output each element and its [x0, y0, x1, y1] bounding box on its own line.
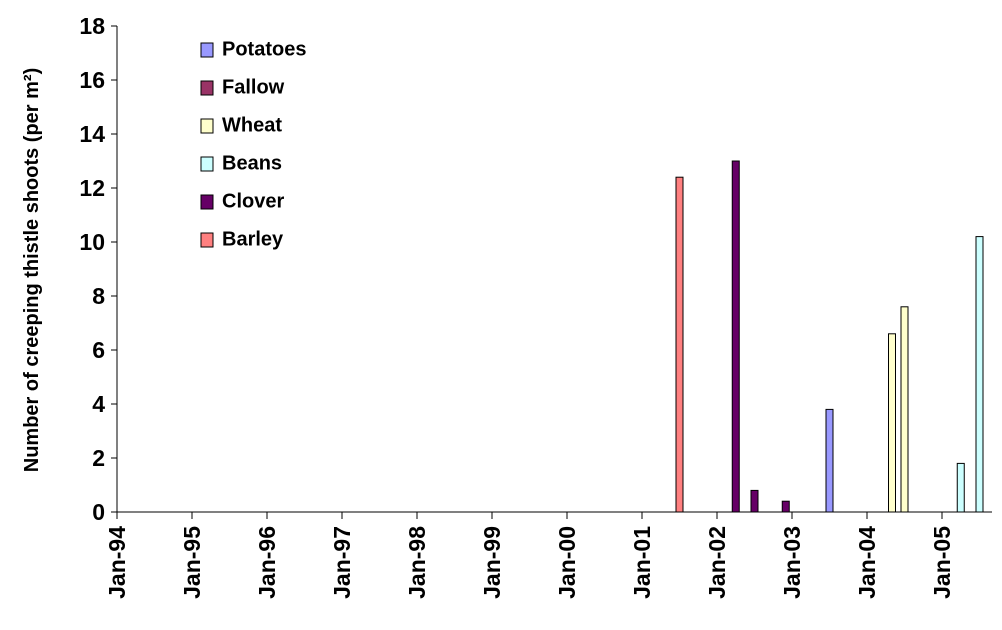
legend-swatch [200, 194, 214, 210]
bar [675, 176, 684, 513]
x-tick-label: Jan-95 [179, 526, 205, 599]
bar [731, 160, 740, 513]
legend-swatch [200, 118, 214, 134]
y-tick-label: 12 [79, 175, 105, 201]
legend-swatch [200, 232, 214, 248]
x-tick-label: Jan-98 [404, 526, 430, 599]
x-tick-label: Jan-04 [854, 526, 880, 599]
x-tick-label: Jan-94 [104, 526, 130, 599]
bar [956, 462, 965, 513]
bar [888, 333, 896, 513]
y-tick-label: 6 [92, 337, 105, 363]
bar [825, 408, 834, 513]
bar [900, 306, 909, 513]
y-tick-label: 18 [79, 13, 105, 39]
bar [975, 236, 984, 513]
y-tick-label: 0 [92, 499, 105, 525]
legend-label: Clover [222, 190, 284, 212]
y-tick-label: 14 [79, 121, 105, 147]
x-tick-label: Jan-99 [479, 526, 505, 599]
y-tick-label: 16 [79, 67, 105, 93]
y-axis-label: Number of creeping thistle shoots (per m… [21, 68, 43, 472]
x-tick-label: Jan-01 [629, 526, 655, 599]
bar [781, 500, 790, 513]
x-tick-label: Jan-03 [779, 526, 805, 599]
y-tick-label: 4 [92, 391, 105, 417]
legend-swatch [200, 80, 214, 96]
x-tick-label: Jan-97 [329, 526, 355, 599]
legend-label: Barley [222, 228, 284, 250]
legend-swatch [200, 156, 214, 172]
legend-label: Beans [222, 152, 282, 174]
x-tick-label: Jan-00 [554, 526, 580, 599]
x-tick-label: Jan-96 [254, 526, 280, 599]
y-tick-label: 10 [79, 229, 105, 255]
x-tick-label: Jan-02 [704, 526, 730, 599]
bar [750, 489, 759, 513]
y-tick-label: 2 [92, 445, 105, 471]
legend-label: Fallow [222, 76, 285, 98]
y-tick-label: 8 [92, 283, 105, 309]
x-tick-label: Jan-05 [929, 526, 955, 599]
legend-label: Wheat [222, 114, 282, 136]
legend-swatch [200, 42, 214, 58]
legend-label: Potatoes [222, 38, 306, 60]
